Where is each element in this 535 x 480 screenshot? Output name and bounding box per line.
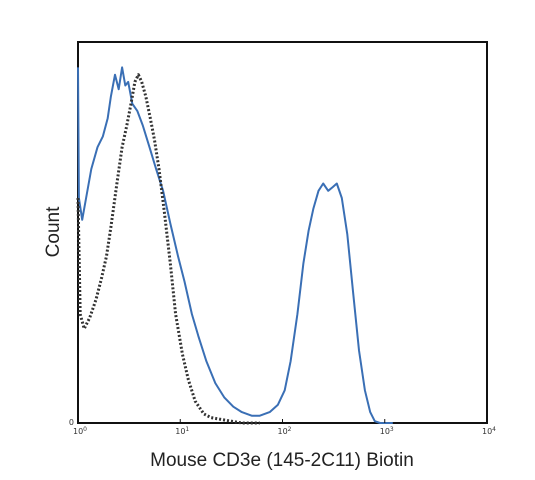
- x-tick-label-2: 102: [277, 426, 291, 436]
- x-tick-label-3: 103: [380, 426, 394, 436]
- x-tick-label-1: 101: [175, 426, 189, 436]
- plot-frame: [77, 41, 488, 424]
- y-axis-label: Count: [43, 206, 64, 257]
- x-axis-label: Mouse CD3e (145-2C11) Biotin: [150, 450, 414, 471]
- series-line-2: [76, 73, 260, 425]
- series-layer: [76, 66, 393, 425]
- x-tick-label-0: 100: [73, 426, 87, 436]
- x-tick-label-4: 104: [482, 426, 496, 436]
- series-line-1: [77, 66, 393, 424]
- y-tick-label-0: 0: [69, 418, 74, 427]
- tick-layer: 100 101 102 103 104 0: [69, 418, 496, 436]
